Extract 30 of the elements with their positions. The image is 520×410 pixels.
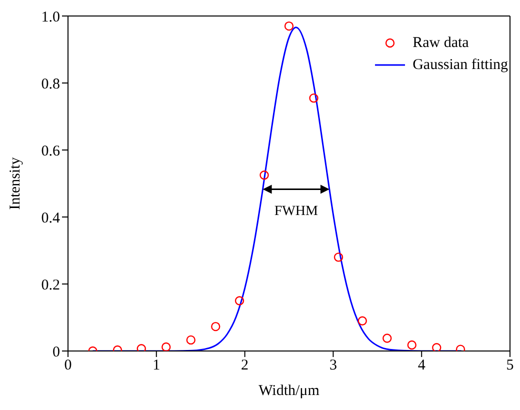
y-tick-label: 0.6 xyxy=(41,143,60,160)
x-tick-label: 4 xyxy=(418,358,426,374)
point xyxy=(284,21,294,31)
x-tick-label: 3 xyxy=(329,358,337,374)
point xyxy=(432,343,442,351)
legend-label: Gaussian fitting xyxy=(412,56,508,74)
x-tick-label: 2 xyxy=(241,358,249,374)
x-tick-label: 1 xyxy=(152,358,160,374)
point xyxy=(260,170,269,180)
y-tick-label: 0.8 xyxy=(41,76,60,92)
x-tick-label: 5 xyxy=(506,358,514,374)
y-tick-label: 0 xyxy=(52,344,60,360)
y-tick-label: 0.2 xyxy=(41,277,60,294)
point xyxy=(234,296,244,306)
y-tick-label: 1.0 xyxy=(41,9,60,26)
y-axis-title: Intensity xyxy=(7,156,24,210)
point xyxy=(407,340,416,350)
point xyxy=(382,334,392,343)
point xyxy=(136,344,146,351)
legend-label: Raw data xyxy=(412,34,469,52)
point xyxy=(309,93,318,103)
x-axis-title: Width/μm xyxy=(258,383,320,399)
point xyxy=(186,335,196,345)
point xyxy=(358,316,367,326)
point xyxy=(162,342,171,351)
point xyxy=(334,252,344,262)
x-tick-label: 0 xyxy=(64,358,72,374)
y-tick-label: 0.4 xyxy=(41,210,60,226)
point xyxy=(211,322,220,332)
annotation: FWHM xyxy=(274,204,318,220)
